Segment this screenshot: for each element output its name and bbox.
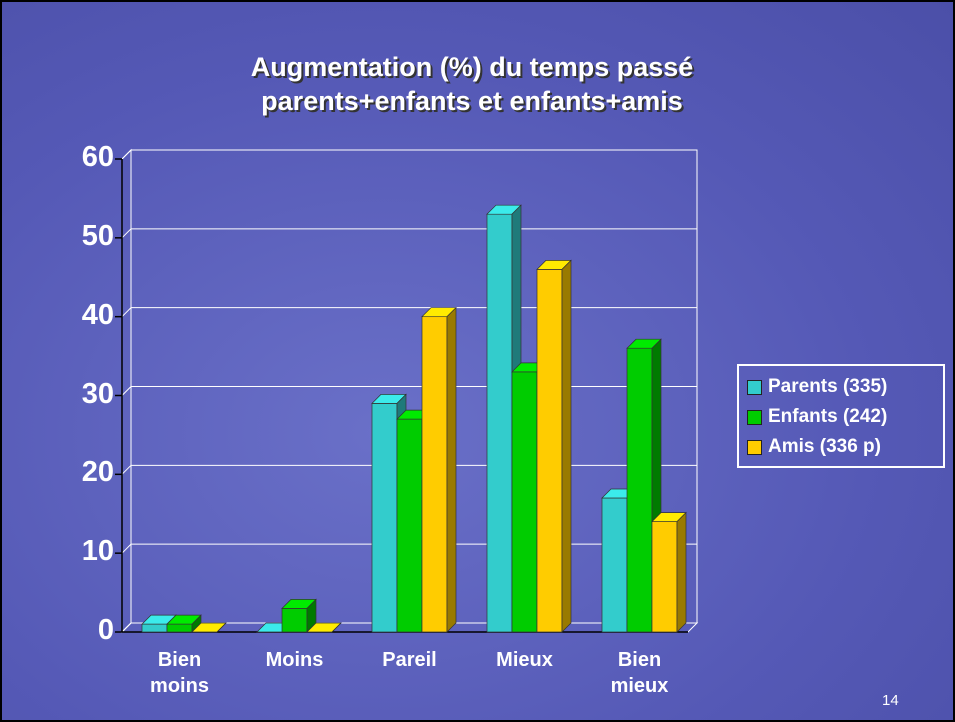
- x-tick-label: Moins: [250, 647, 340, 673]
- chart-title: Augmentation (%) du temps passé parents+…: [152, 50, 792, 118]
- legend-item: Enfants (242): [747, 402, 935, 432]
- bar: [652, 513, 686, 632]
- bar-side: [447, 308, 456, 632]
- legend-item: Parents (335): [747, 372, 935, 402]
- bar-front: [167, 624, 192, 632]
- bar-side: [562, 260, 571, 632]
- y-tick-label: 40: [34, 299, 114, 332]
- bar: [282, 599, 316, 632]
- legend-label: Enfants (242): [768, 406, 887, 428]
- y-tick-label: 30: [34, 378, 114, 411]
- x-tick-label: Mieux: [480, 647, 570, 673]
- bar-front: [537, 269, 562, 632]
- bar-front: [142, 624, 167, 632]
- bar-front: [397, 419, 422, 632]
- bar-front: [372, 403, 397, 632]
- legend-swatch: [747, 410, 762, 425]
- x-tick-label: Pareil: [365, 647, 455, 673]
- grid-line: [122, 150, 697, 159]
- bar-front: [422, 317, 447, 632]
- bar: [537, 260, 571, 632]
- y-tick-label: 50: [34, 220, 114, 253]
- bar-front: [487, 214, 512, 632]
- bar-side: [677, 513, 686, 632]
- bar: [422, 308, 456, 632]
- bar-front: [652, 522, 677, 632]
- legend-label: Parents (335): [768, 376, 887, 398]
- bar-front: [512, 372, 537, 632]
- y-tick-label: 20: [34, 456, 114, 489]
- legend: Parents (335) Enfants (242) Amis (336 p): [737, 364, 945, 468]
- title-line: parents+enfants et enfants+amis: [152, 84, 792, 118]
- x-tick-label: Bien moins: [135, 647, 225, 699]
- y-tick-label: 60: [34, 141, 114, 174]
- bar-front: [282, 608, 307, 632]
- slide-number: 14: [882, 692, 899, 709]
- grid-line: [122, 229, 697, 238]
- legend-swatch: [747, 440, 762, 455]
- title-line: Augmentation (%) du temps passé: [152, 50, 792, 84]
- slide: Augmentation (%) du temps passé parents+…: [0, 0, 955, 722]
- legend-swatch: [747, 380, 762, 395]
- grid-line: [122, 387, 697, 396]
- grid-line: [122, 308, 697, 317]
- y-tick-label: 10: [34, 535, 114, 568]
- bar-front: [627, 348, 652, 632]
- bar-front: [602, 498, 627, 632]
- x-tick-label: Bien mieux: [595, 647, 685, 699]
- legend-label: Amis (336 p): [768, 436, 881, 458]
- legend-item: Amis (336 p): [747, 432, 935, 462]
- y-tick-label: 0: [34, 614, 114, 647]
